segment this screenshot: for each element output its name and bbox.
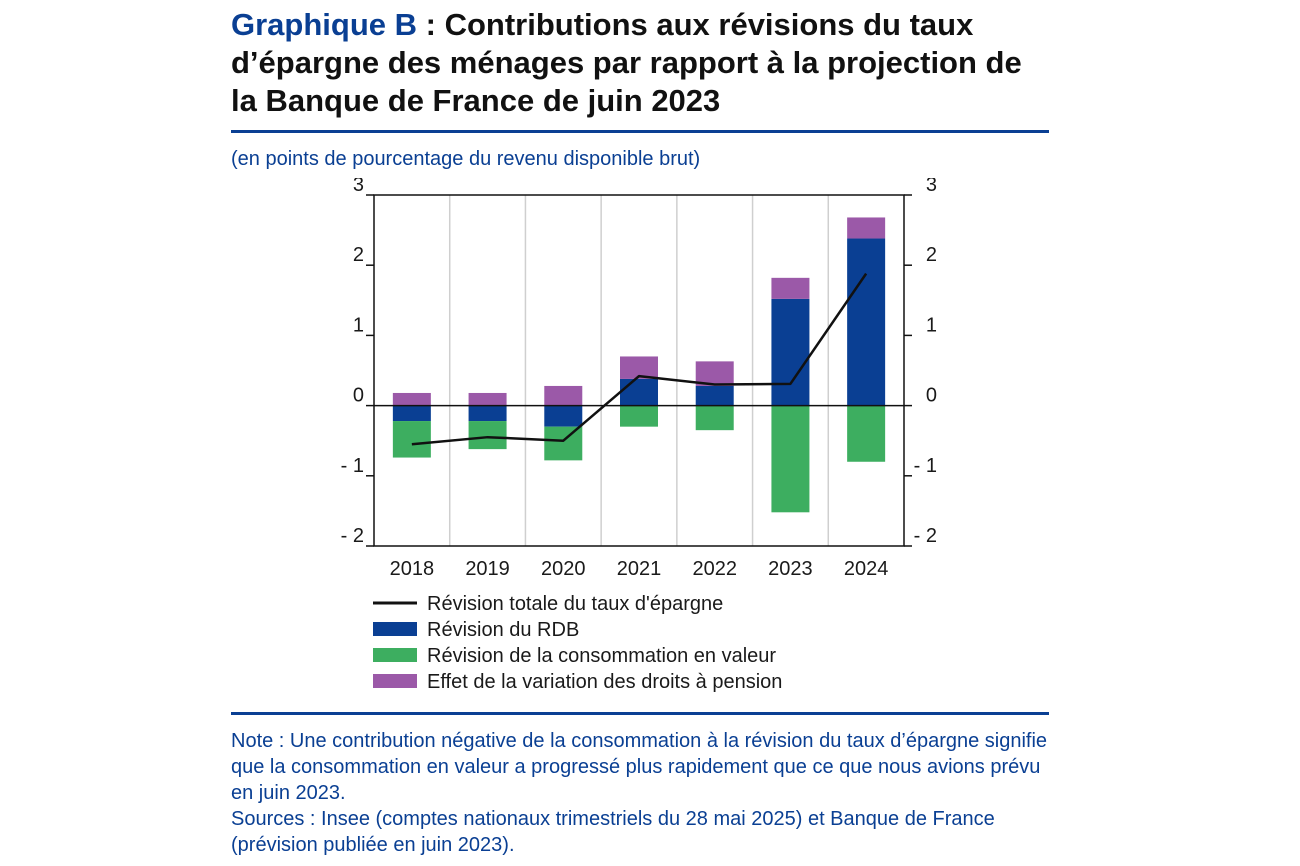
bar-consommation-2023 — [771, 405, 810, 513]
bar-rdb-2019 — [468, 405, 507, 422]
chart-title: Graphique B : Contributions aux révision… — [231, 6, 1049, 120]
legend-label: Révision de la consommation en valeur — [427, 645, 776, 667]
y-tick-label-left: 2 — [353, 244, 364, 266]
bar-rdb-2022 — [695, 385, 734, 406]
bar-pension-2020 — [544, 385, 583, 406]
bar-rdb-2024 — [847, 238, 886, 406]
plot-frame — [373, 194, 905, 547]
y-tick-label-left: 0 — [353, 385, 364, 407]
x-tick-label-2024: 2024 — [844, 558, 889, 580]
notes-block: Note : Une contribution négative de la c… — [231, 728, 1061, 858]
bar-pension-2019 — [468, 392, 507, 406]
bar-consommation-2020 — [544, 426, 583, 461]
y-tick-label-right: 2 — [926, 244, 937, 266]
x-tick-label-2022: 2022 — [692, 558, 737, 580]
legend-label: Révision totale du taux d'épargne — [427, 593, 723, 615]
x-tick-label-2023: 2023 — [768, 558, 813, 580]
bar-rdb-2018 — [392, 405, 431, 422]
x-tick-label-2021: 2021 — [617, 558, 662, 580]
bar-rdb-2023 — [771, 298, 810, 406]
bar-consommation-2021 — [620, 405, 658, 427]
x-tick-label-2020: 2020 — [541, 558, 586, 580]
chart-area: 3 3 2 2 1 1 0 0 - 1 - 1 - 2 - 2 2018 2019 2020 2021 2022… — [231, 174, 1049, 698]
bar-consommation-2018 — [392, 421, 431, 458]
y-tick-label-left: - 2 — [341, 525, 364, 547]
bar-pension-2018 — [392, 392, 431, 406]
y-tick-label-right: - 2 — [914, 525, 937, 547]
bar-pension-2023 — [771, 277, 810, 299]
y-tick-label-right: 1 — [926, 314, 937, 336]
chart-svg: 3 3 2 2 1 1 0 0 - 1 - 1 - 2 - 2 2018 2019 2020 2021 2022… — [341, 174, 937, 693]
notes-divider — [231, 712, 1049, 715]
note-text: Note : Une contribution négative de la c… — [231, 730, 1048, 804]
bar-consommation-2022 — [695, 405, 734, 431]
sources-text: Sources : Insee (comptes nationaux trime… — [231, 808, 995, 856]
y-tick-label-right: - 1 — [914, 455, 937, 477]
line-revision-totale — [411, 272, 868, 446]
bar-rdb-2020 — [544, 405, 583, 427]
x-tick-label-2019: 2019 — [465, 558, 510, 580]
bar-pension-2022 — [695, 361, 734, 386]
bar-consommation-2024 — [847, 405, 886, 462]
legend-swatch-box — [373, 648, 417, 662]
legend-label: Révision du RDB — [427, 619, 579, 641]
bar-pension-2024 — [847, 217, 886, 239]
chart-subtitle: (en points de pourcentage du revenu disp… — [231, 148, 701, 170]
title-divider — [231, 130, 1049, 133]
y-tick-label-right: 3 — [926, 178, 937, 196]
bar-pension-2021 — [620, 356, 658, 379]
legend-swatch-box — [373, 674, 417, 688]
chart-title-text: : Contributions aux révisions du taux d’… — [231, 7, 1022, 118]
y-tick-label-left: 1 — [353, 314, 364, 336]
x-tick-label-2018: 2018 — [390, 558, 435, 580]
bar-rdb-2021 — [620, 378, 658, 406]
bar-consommation-2019 — [468, 421, 507, 450]
chart-title-prefix: Graphique B — [231, 7, 418, 42]
y-tick-label-left: 3 — [353, 178, 364, 196]
y-tick-label-left: - 1 — [341, 455, 364, 477]
legend-swatch-box — [373, 622, 417, 636]
legend-label: Effet de la variation des droits à pensi… — [427, 671, 782, 693]
y-tick-label-right: 0 — [926, 385, 937, 407]
